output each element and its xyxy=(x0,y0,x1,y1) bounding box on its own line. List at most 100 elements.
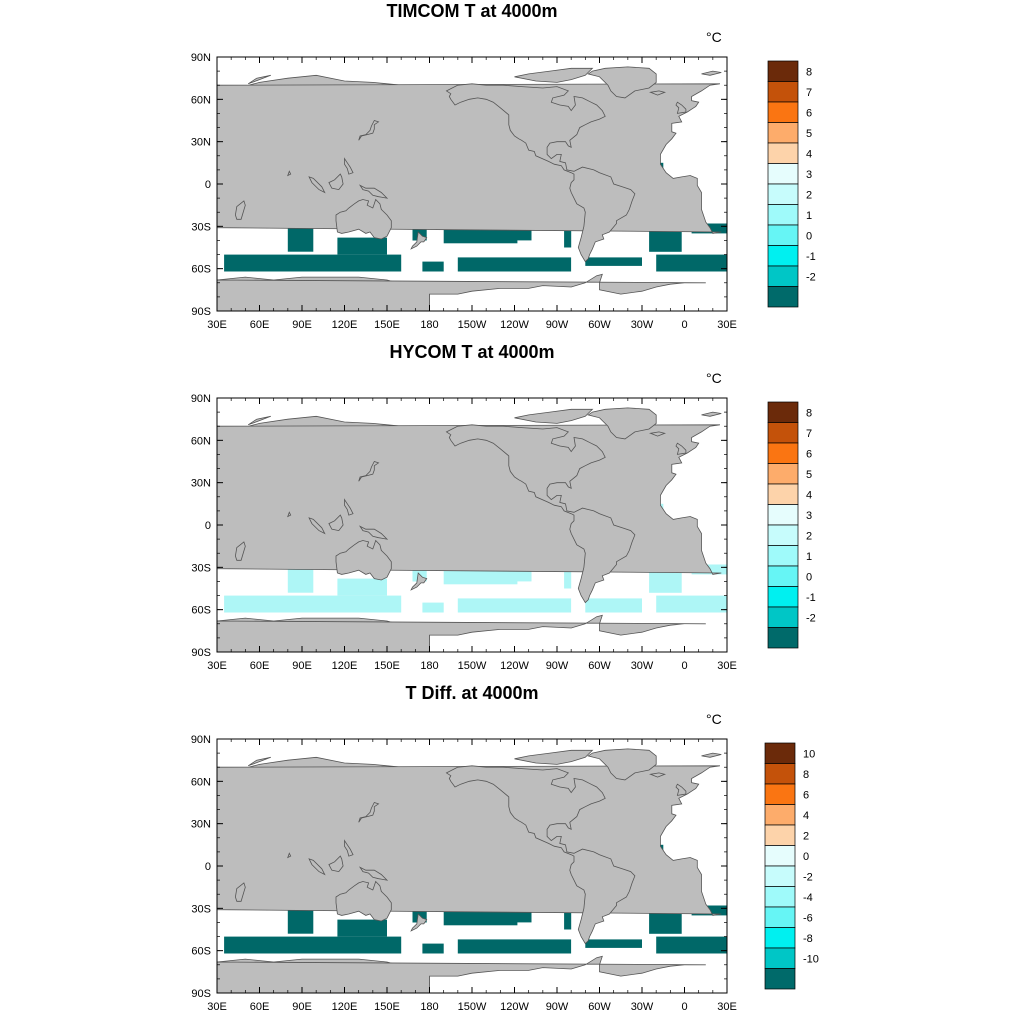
colorbar-label: 7 xyxy=(806,428,812,440)
landmass-madagascar xyxy=(234,200,246,220)
ocean-temperature-patch xyxy=(224,254,402,272)
land-layer xyxy=(217,748,722,993)
landmass-iceland xyxy=(649,90,667,96)
colorbar-swatch xyxy=(767,224,799,246)
colorbar-swatch xyxy=(764,742,796,764)
colorbar-label: 8 xyxy=(806,66,812,78)
unit-label: °C xyxy=(706,711,722,727)
colorbar-swatch xyxy=(767,101,799,123)
colorbar-swatch xyxy=(767,265,799,287)
land-layer xyxy=(217,407,722,652)
landmass-greenland xyxy=(587,66,657,99)
colorbar-swatch xyxy=(767,627,799,649)
colorbar-swatch xyxy=(764,783,796,805)
lat-tick-label: 60S xyxy=(191,264,211,276)
colorbar-label: 8 xyxy=(806,407,812,419)
ocean-temperature-patch xyxy=(337,578,387,596)
lon-tick-label: 30E xyxy=(717,660,737,672)
panel-title: TIMCOM T at 4000m xyxy=(386,1,558,21)
colorbar-label: -2 xyxy=(803,871,813,883)
landmass-philippines xyxy=(344,839,354,857)
ocean-temperature-patch xyxy=(224,936,402,954)
ocean-temperature-patch xyxy=(422,602,444,613)
map-plot: 30E 60E 90E 120E 150E 180 150W 120W 90W 60W 30W 0 30… xyxy=(191,52,816,331)
lat-tick-label: 90N xyxy=(191,734,211,746)
colorbar-label: 2 xyxy=(806,530,812,542)
ocean-temperature-patch xyxy=(457,598,572,613)
landmass-novaya-zemlya xyxy=(247,415,271,426)
lon-tick-label: 120W xyxy=(500,319,529,331)
landmass-new-guinea xyxy=(358,866,389,881)
colorbar-swatch xyxy=(767,483,799,505)
ocean-temperature-patch xyxy=(585,939,642,948)
landmass-uk xyxy=(675,783,687,796)
colorbar-label: 4 xyxy=(806,148,812,160)
landmass-west-africa-europe xyxy=(217,83,722,234)
landmass-arctic-archipelago xyxy=(514,67,594,83)
lon-tick-label: 150W xyxy=(458,319,487,331)
ocean-temperature-patch xyxy=(224,595,402,613)
lat-tick-label: 0 xyxy=(205,861,211,873)
lon-tick-label: 30W xyxy=(631,660,654,672)
colorbar-swatch xyxy=(767,81,799,103)
lon-tick-label: 60E xyxy=(250,319,270,331)
lon-tick-label: 60W xyxy=(588,660,611,672)
lon-tick-label: 0 xyxy=(681,319,687,331)
landmass-philippines xyxy=(344,157,354,175)
landmass-sumatra xyxy=(308,858,326,876)
landmass-japan xyxy=(358,461,380,482)
landmass-madagascar xyxy=(234,882,246,902)
colorbar-swatch xyxy=(767,463,799,485)
landmass-japan xyxy=(358,120,380,141)
lon-tick-label: 90W xyxy=(546,1001,569,1013)
lon-tick-label: 60W xyxy=(588,319,611,331)
colorbar-label: -2 xyxy=(806,271,816,283)
landmass-svalbard xyxy=(701,70,722,76)
colorbar-label: 0 xyxy=(803,851,809,863)
lon-tick-label: 60E xyxy=(250,660,270,672)
colorbar-swatch xyxy=(764,845,796,867)
colorbar-swatch xyxy=(764,947,796,969)
lat-tick-label: 60N xyxy=(191,94,211,106)
lon-tick-label: 180 xyxy=(420,319,438,331)
colorbar: 8 7 6 5 4 3 2 1 0 -1 -2 xyxy=(767,401,816,649)
lon-tick-label: 30W xyxy=(631,1001,654,1013)
landmass-borneo xyxy=(328,514,344,532)
landmass-west-africa-europe xyxy=(217,424,722,575)
lon-tick-label: 180 xyxy=(420,660,438,672)
lat-tick-label: 60N xyxy=(191,776,211,788)
ocean-temperature-patch xyxy=(649,911,682,934)
landmass-americas xyxy=(445,765,636,945)
landmass-svalbard xyxy=(701,411,722,417)
ocean-temperature-patch xyxy=(457,257,572,272)
landmass-philippines xyxy=(344,498,354,516)
map-plot: 30E 60E 90E 120E 150E 180 150W 120W 90W 60W 30W 0 30… xyxy=(191,734,819,1013)
colorbar: 8 7 6 5 4 3 2 1 0 -1 -2 xyxy=(767,60,816,308)
lat-tick-label: 60S xyxy=(191,946,211,958)
colorbar-label: 0 xyxy=(806,571,812,583)
ocean-temperature-patch xyxy=(585,598,642,613)
axes: 30E 60E 90E 120E 150E 180 150W 120W 90W 60W 30W 0 30… xyxy=(191,734,737,1013)
colorbar-swatch xyxy=(764,906,796,928)
colorbar-swatch xyxy=(767,122,799,144)
colorbar-swatch xyxy=(764,886,796,908)
colorbar-swatch xyxy=(767,163,799,185)
landmass-australia xyxy=(335,880,392,922)
colorbar-label: 6 xyxy=(803,789,809,801)
colorbar-swatch xyxy=(764,804,796,826)
unit-label: °C xyxy=(706,370,722,386)
colorbar-swatch xyxy=(764,763,796,785)
landmass-sri-lanka xyxy=(287,511,292,518)
landmass-japan xyxy=(358,802,380,823)
landmass-madagascar xyxy=(234,541,246,561)
colorbar-label: 0 xyxy=(806,230,812,242)
colorbar-swatch xyxy=(764,927,796,949)
lat-tick-label: 30S xyxy=(191,221,211,233)
colorbar-label: 3 xyxy=(806,510,812,522)
unit-label: °C xyxy=(706,29,722,45)
ocean-temperature-patch xyxy=(457,939,572,954)
lon-tick-label: 120E xyxy=(332,1001,358,1013)
lon-tick-label: 90W xyxy=(546,319,569,331)
landmass-greenland xyxy=(587,407,657,440)
landmass-uk xyxy=(675,442,687,455)
